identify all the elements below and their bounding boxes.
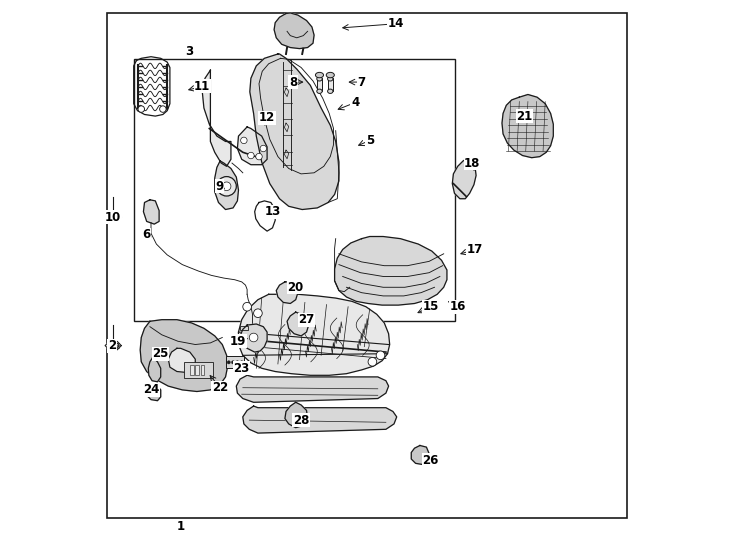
Ellipse shape bbox=[317, 77, 322, 81]
Bar bbox=[317, 78, 322, 91]
Polygon shape bbox=[274, 13, 314, 49]
Polygon shape bbox=[140, 320, 228, 392]
Circle shape bbox=[260, 145, 266, 152]
Bar bbox=[134, 59, 455, 321]
Ellipse shape bbox=[327, 89, 333, 93]
Polygon shape bbox=[105, 341, 121, 350]
Circle shape bbox=[236, 361, 239, 364]
Text: 22: 22 bbox=[212, 381, 228, 394]
Ellipse shape bbox=[326, 72, 334, 78]
Circle shape bbox=[377, 351, 385, 360]
Text: 20: 20 bbox=[288, 281, 304, 294]
Text: 16: 16 bbox=[449, 300, 466, 313]
Circle shape bbox=[231, 361, 235, 364]
Polygon shape bbox=[215, 161, 239, 210]
Polygon shape bbox=[287, 312, 309, 336]
Circle shape bbox=[240, 361, 244, 364]
Polygon shape bbox=[243, 406, 396, 433]
Polygon shape bbox=[105, 213, 121, 221]
Text: 23: 23 bbox=[233, 362, 250, 375]
Polygon shape bbox=[285, 402, 308, 428]
Circle shape bbox=[254, 309, 262, 318]
Text: 1: 1 bbox=[177, 520, 185, 533]
Text: 25: 25 bbox=[153, 347, 169, 360]
Text: 21: 21 bbox=[517, 110, 533, 123]
Circle shape bbox=[243, 302, 252, 311]
Text: 7: 7 bbox=[357, 76, 366, 89]
Text: 5: 5 bbox=[366, 134, 374, 147]
Polygon shape bbox=[276, 282, 298, 303]
Text: 26: 26 bbox=[423, 454, 439, 467]
Text: 11: 11 bbox=[195, 80, 211, 93]
Text: 8: 8 bbox=[289, 76, 297, 89]
Text: 13: 13 bbox=[264, 205, 280, 218]
Ellipse shape bbox=[107, 214, 119, 220]
Polygon shape bbox=[148, 357, 161, 382]
Text: 2: 2 bbox=[108, 339, 116, 352]
Ellipse shape bbox=[107, 342, 119, 349]
Bar bbox=[239, 326, 248, 330]
Bar bbox=[327, 78, 333, 91]
Polygon shape bbox=[502, 94, 553, 158]
Polygon shape bbox=[237, 127, 267, 165]
Text: 6: 6 bbox=[142, 228, 150, 241]
Circle shape bbox=[217, 177, 236, 196]
Polygon shape bbox=[240, 324, 267, 352]
Ellipse shape bbox=[317, 89, 322, 93]
Circle shape bbox=[368, 357, 377, 366]
Circle shape bbox=[247, 152, 254, 159]
Polygon shape bbox=[335, 237, 447, 305]
Text: 4: 4 bbox=[351, 96, 359, 109]
Polygon shape bbox=[147, 384, 161, 401]
Bar bbox=[200, 365, 205, 375]
Text: 19: 19 bbox=[230, 335, 246, 348]
Text: 14: 14 bbox=[388, 17, 404, 30]
Polygon shape bbox=[236, 375, 388, 402]
Text: 3: 3 bbox=[185, 45, 193, 58]
Text: 28: 28 bbox=[293, 414, 309, 427]
Text: 27: 27 bbox=[299, 313, 315, 326]
Bar bbox=[195, 365, 199, 375]
Text: 24: 24 bbox=[143, 383, 159, 396]
Circle shape bbox=[138, 106, 145, 112]
Text: 15: 15 bbox=[423, 300, 439, 313]
Circle shape bbox=[241, 137, 247, 144]
Text: 18: 18 bbox=[464, 157, 481, 170]
Polygon shape bbox=[203, 70, 231, 166]
Circle shape bbox=[255, 153, 262, 160]
Polygon shape bbox=[452, 158, 476, 199]
Ellipse shape bbox=[327, 77, 333, 81]
Polygon shape bbox=[168, 348, 195, 373]
Polygon shape bbox=[143, 200, 159, 224]
Polygon shape bbox=[411, 446, 429, 464]
Text: 10: 10 bbox=[105, 211, 121, 224]
Text: 17: 17 bbox=[467, 243, 483, 256]
Bar bbox=[190, 365, 194, 375]
Circle shape bbox=[222, 182, 231, 191]
Text: 12: 12 bbox=[259, 111, 275, 124]
Ellipse shape bbox=[316, 72, 324, 78]
Polygon shape bbox=[239, 294, 390, 375]
Circle shape bbox=[250, 333, 258, 342]
Circle shape bbox=[227, 361, 230, 364]
Polygon shape bbox=[250, 54, 339, 210]
Bar bbox=[184, 362, 213, 378]
Bar bbox=[225, 356, 244, 368]
Text: 9: 9 bbox=[216, 180, 224, 193]
Circle shape bbox=[159, 106, 166, 112]
